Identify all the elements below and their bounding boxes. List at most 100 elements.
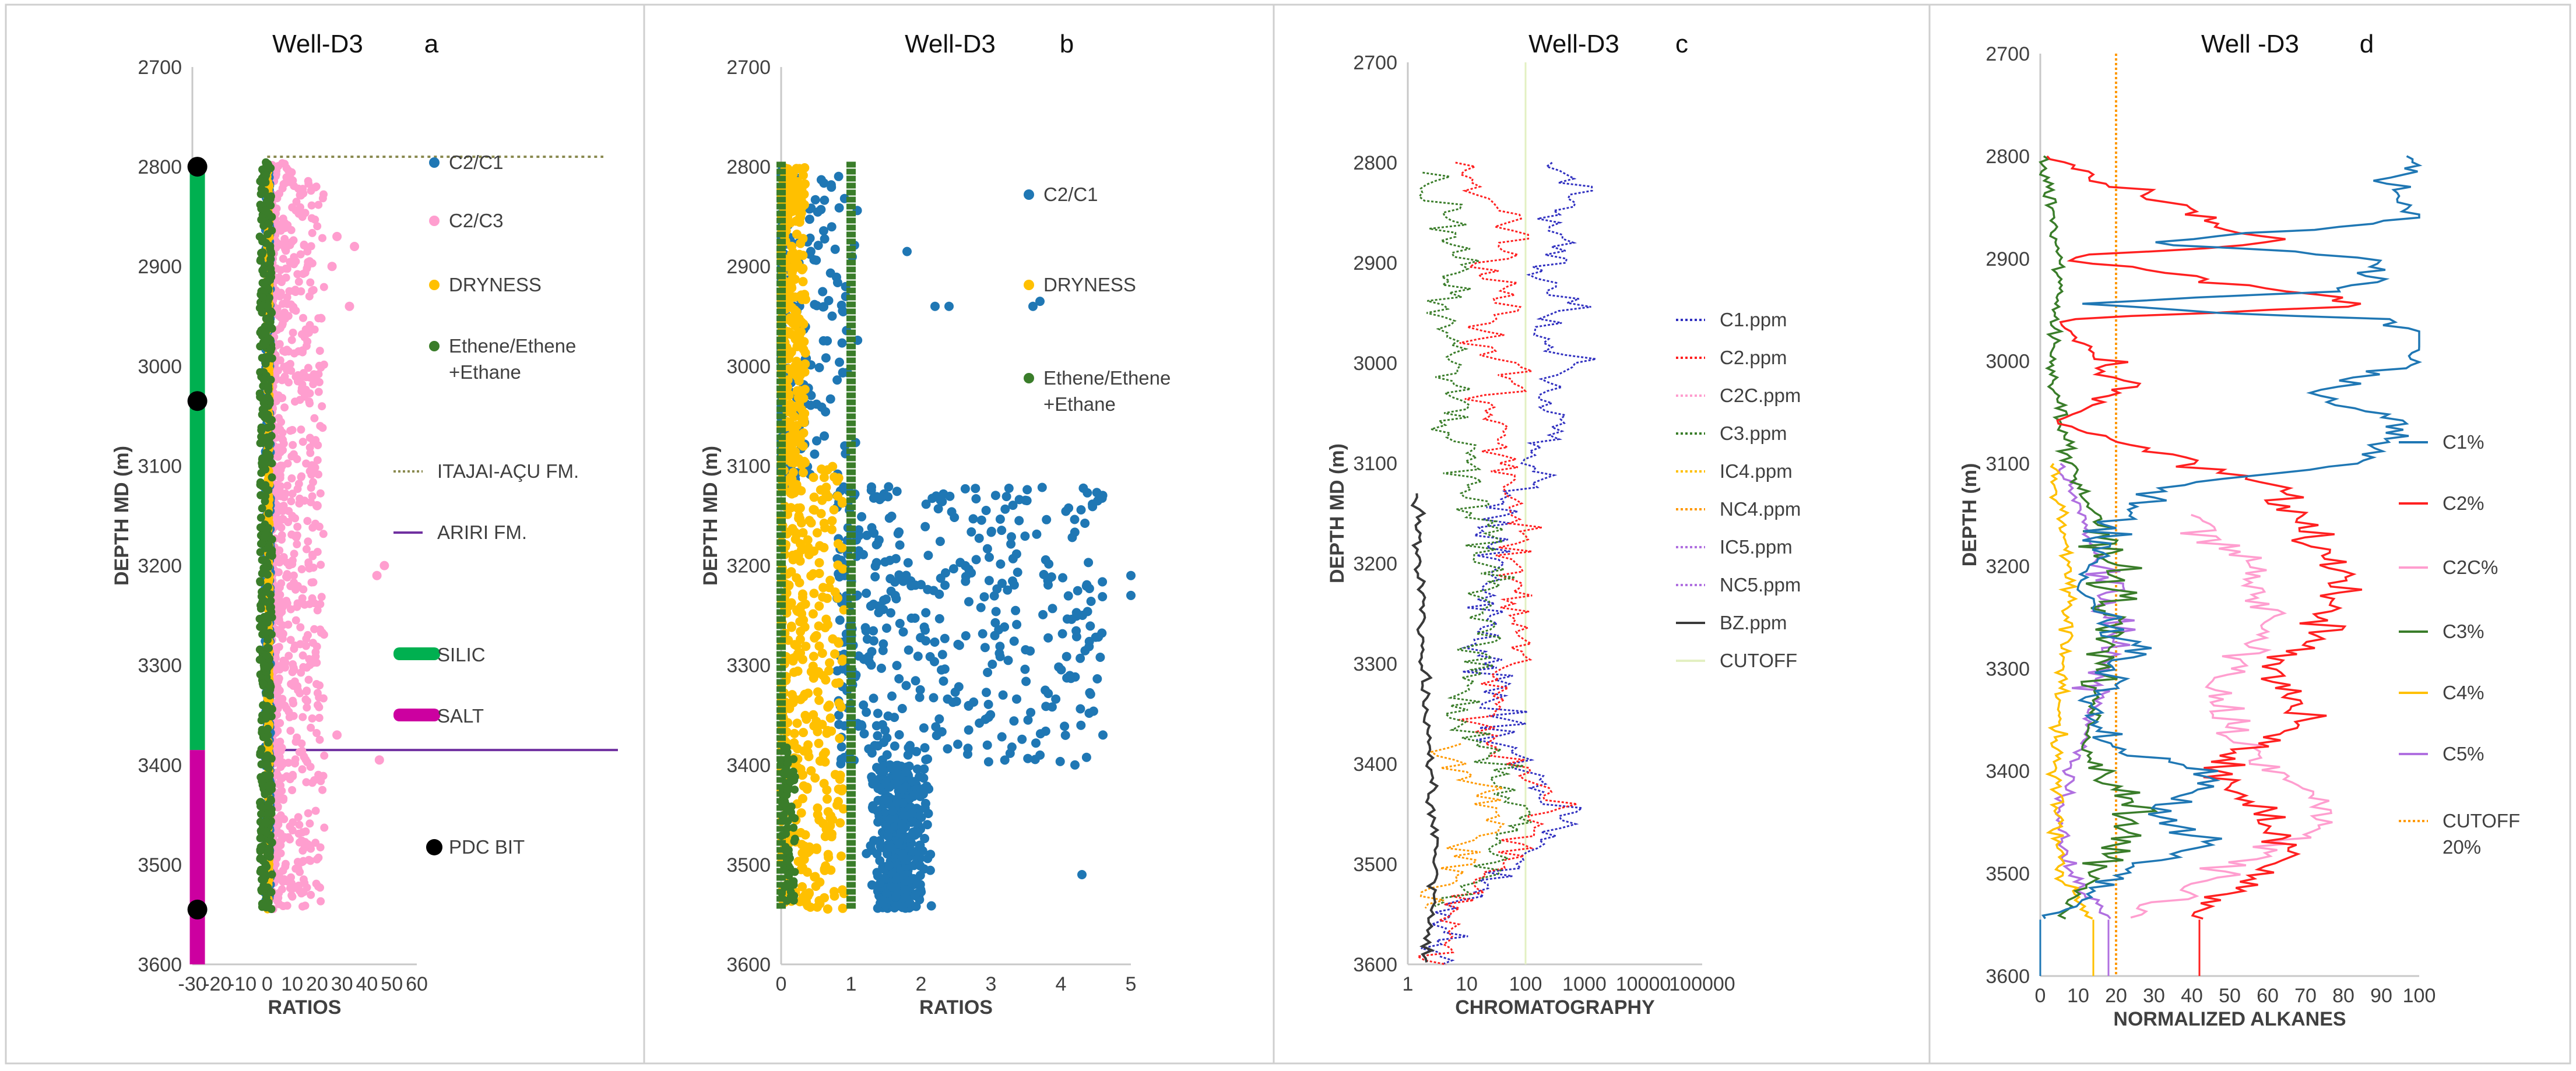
data-point <box>309 286 318 294</box>
y-tick-label: 3000 <box>1985 351 2030 373</box>
data-point <box>907 777 917 787</box>
data-point <box>261 790 269 798</box>
data-point <box>839 889 849 899</box>
data-point <box>869 493 878 503</box>
data-point <box>804 214 814 224</box>
data-point <box>838 368 848 378</box>
data-point <box>995 642 1005 651</box>
data-point <box>268 459 276 468</box>
legend-label: C2.ppm <box>1720 347 1787 368</box>
data-point <box>263 230 272 238</box>
series-line <box>1419 743 1505 909</box>
data-point <box>261 329 269 337</box>
data-point <box>796 828 806 837</box>
data-point <box>1076 704 1085 714</box>
data-point <box>818 750 828 759</box>
data-point <box>308 523 317 532</box>
data-point <box>891 554 901 563</box>
legend-label: DRYNESS <box>449 274 542 295</box>
data-point <box>991 607 1001 616</box>
data-point <box>804 549 814 559</box>
data-point <box>990 618 1000 628</box>
data-point <box>1060 721 1070 731</box>
data-point <box>930 637 940 647</box>
data-point <box>1007 532 1016 542</box>
data-point <box>286 258 294 266</box>
data-point <box>814 601 824 611</box>
x-tick-label: 10000 <box>1616 973 1671 995</box>
data-point <box>812 301 822 311</box>
data-point <box>262 584 271 593</box>
data-point <box>831 678 841 688</box>
y-tick-label: 2900 <box>726 256 771 278</box>
data-point <box>892 487 902 496</box>
data-point <box>824 295 834 305</box>
data-point <box>983 699 993 709</box>
data-point <box>971 555 981 565</box>
panel-letter: a <box>424 30 439 58</box>
data-point <box>857 512 867 522</box>
data-point <box>930 301 940 311</box>
data-point <box>293 523 302 531</box>
data-point <box>275 273 283 282</box>
data-point <box>290 549 298 558</box>
y-tick-label: 3500 <box>1353 854 1397 876</box>
data-point <box>379 561 389 570</box>
x-axis-label: CHROMATOGRAPHY <box>1455 996 1655 1019</box>
legend-label: C2C% <box>2443 556 2498 578</box>
data-point <box>262 707 270 715</box>
data-point <box>277 787 286 795</box>
data-point <box>1037 482 1047 492</box>
data-point <box>289 305 298 313</box>
data-point <box>979 592 989 602</box>
data-point <box>257 216 266 224</box>
data-point <box>869 626 878 636</box>
data-point <box>923 854 933 864</box>
data-point <box>891 883 901 893</box>
data-point <box>1041 555 1050 565</box>
data-point <box>792 641 802 651</box>
data-point <box>256 834 265 843</box>
data-point <box>268 473 276 482</box>
data-point <box>1000 755 1010 765</box>
data-point <box>786 473 796 482</box>
data-point <box>1081 581 1091 591</box>
data-point <box>788 266 797 276</box>
y-tick-label: 3500 <box>726 854 771 876</box>
legend-label: C5% <box>2443 743 2484 765</box>
data-point <box>306 278 315 287</box>
y-tick-label: 3300 <box>138 655 182 677</box>
data-point <box>867 748 877 758</box>
data-point <box>267 323 276 332</box>
data-point <box>797 770 807 780</box>
data-point <box>788 555 798 565</box>
data-point <box>1062 673 1072 683</box>
panel-b: Well-D3 b 2700 2800 2900 3000 3100 3200 3300 3400… <box>700 30 1171 1019</box>
data-point <box>286 727 295 735</box>
data-point <box>835 818 845 828</box>
data-point <box>954 640 964 650</box>
data-point <box>866 660 876 670</box>
data-point <box>995 651 1005 661</box>
y-tick-label: 3200 <box>1353 553 1397 575</box>
data-point <box>285 713 294 721</box>
data-point <box>283 459 292 468</box>
data-point <box>830 891 839 901</box>
series-line <box>2046 155 2363 920</box>
data-point <box>300 240 308 249</box>
y-tick-label: 3100 <box>1353 453 1397 475</box>
data-point <box>833 539 843 549</box>
data-point <box>825 268 835 278</box>
data-point <box>306 449 315 457</box>
data-point <box>266 836 275 845</box>
data-point <box>825 576 835 585</box>
data-point <box>818 226 828 236</box>
data-point <box>294 813 303 822</box>
data-point <box>792 196 802 206</box>
data-point <box>897 704 907 713</box>
data-point <box>279 660 287 669</box>
data-point <box>1013 568 1022 577</box>
data-point <box>866 841 876 851</box>
data-point <box>785 869 793 878</box>
data-point <box>300 752 308 761</box>
